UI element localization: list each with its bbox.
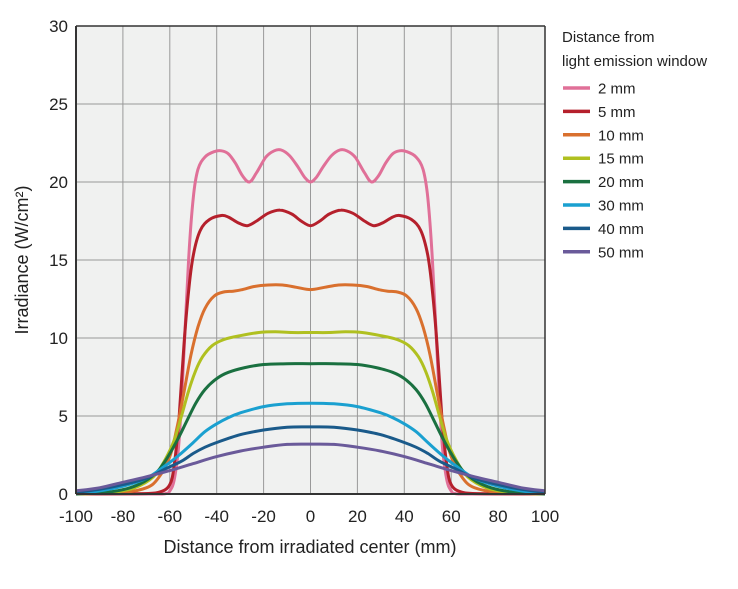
y-tick-label: 25 bbox=[49, 95, 68, 114]
legend-title-line-2: light emission window bbox=[562, 53, 707, 70]
x-tick-label: 20 bbox=[348, 507, 367, 526]
legend: Distance from light emission window 2 mm… bbox=[562, 29, 707, 261]
series-line-40-mm bbox=[75, 425, 546, 494]
x-tick-label: -60 bbox=[158, 507, 183, 526]
x-tick-label: 40 bbox=[395, 507, 414, 526]
x-tick-labels: -100 -80 -60 -40 -20 0 20 40 60 80 100 bbox=[59, 507, 559, 526]
x-tick-label: -20 bbox=[251, 507, 276, 526]
x-tick-label: 0 bbox=[306, 507, 315, 526]
series-line-30-mm bbox=[75, 401, 546, 495]
x-tick-label: 60 bbox=[442, 507, 461, 526]
y-tick-label: 10 bbox=[49, 329, 68, 348]
y-tick-label: 30 bbox=[49, 17, 68, 36]
legend-label: 30 mm bbox=[598, 198, 644, 215]
legend-label: 20 mm bbox=[598, 174, 644, 191]
legend-label: 5 mm bbox=[598, 104, 636, 121]
series-line-15-mm bbox=[75, 330, 546, 496]
y-tick-labels: 0 5 10 15 20 25 30 bbox=[49, 17, 68, 504]
legend-label: 2 mm bbox=[598, 81, 636, 98]
series-line-2-mm bbox=[75, 148, 546, 496]
series-line-50-mm bbox=[75, 442, 546, 493]
x-tick-label: -40 bbox=[204, 507, 229, 526]
x-tick-label: -80 bbox=[111, 507, 136, 526]
series-line-5-mm bbox=[75, 208, 546, 496]
x-tick-label: 100 bbox=[531, 507, 559, 526]
series-line-10-mm bbox=[75, 283, 546, 496]
y-tick-label: 20 bbox=[49, 173, 68, 192]
y-tick-label: 0 bbox=[59, 485, 68, 504]
x-tick-label: 80 bbox=[489, 507, 508, 526]
legend-label: 10 mm bbox=[598, 127, 644, 144]
legend-label: 50 mm bbox=[598, 244, 644, 261]
legend-label: 15 mm bbox=[598, 151, 644, 168]
series-lines bbox=[75, 148, 546, 496]
y-tick-label: 5 bbox=[59, 407, 68, 426]
x-axis-label: Distance from irradiated center (mm) bbox=[163, 537, 456, 557]
legend-title-line-1: Distance from bbox=[562, 29, 655, 46]
x-tick-label: -100 bbox=[59, 507, 93, 526]
axes-frame bbox=[75, 25, 546, 495]
legend-label: 40 mm bbox=[598, 221, 644, 238]
y-tick-label: 15 bbox=[49, 251, 68, 270]
y-axis-label: Irradiance (W/cm²) bbox=[12, 185, 32, 334]
series-line-20-mm bbox=[75, 362, 546, 496]
